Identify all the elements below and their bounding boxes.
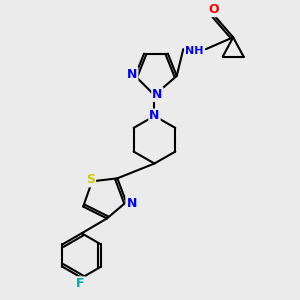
Text: O: O [208, 3, 219, 16]
Text: N: N [149, 110, 160, 122]
Text: N: N [152, 88, 163, 101]
Text: S: S [86, 173, 95, 186]
Text: N: N [126, 197, 137, 210]
Text: NH: NH [185, 46, 204, 56]
Text: N: N [127, 68, 137, 81]
Text: F: F [76, 277, 85, 290]
